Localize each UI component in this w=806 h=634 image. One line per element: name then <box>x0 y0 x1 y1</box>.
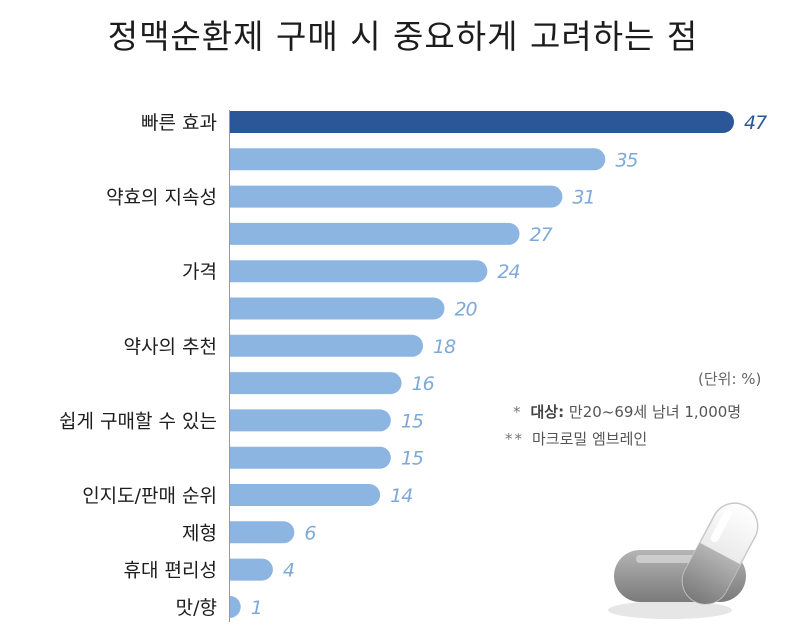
value-label: 35 <box>615 149 638 171</box>
value-label: 16 <box>412 373 435 395</box>
value-label: 18 <box>433 336 456 358</box>
bar <box>230 148 606 171</box>
category-label: 빠른 효과 <box>141 112 217 134</box>
value-label: 24 <box>497 261 519 283</box>
category-label: 가격 <box>182 261 217 283</box>
note-asterisk: * <box>513 403 523 421</box>
value-label: 15 <box>401 448 424 470</box>
bar <box>230 222 520 245</box>
bar <box>230 521 295 544</box>
capsule-icon <box>608 502 759 619</box>
value-label: 31 <box>572 187 594 209</box>
bar <box>230 185 563 208</box>
unit-note: (단위: %) <box>698 370 762 388</box>
value-label: 20 <box>454 299 477 321</box>
bar <box>230 297 445 320</box>
category-label: 휴대 편리성 <box>124 560 217 582</box>
value-label: 6 <box>304 522 316 544</box>
survey-source-value: 마크로밀 엠브레인 <box>532 430 648 448</box>
value-label: 14 <box>390 485 412 507</box>
survey-target-label: 대상: <box>530 403 565 421</box>
category-label: 제형 <box>182 522 217 544</box>
category-label: 약효의 지속성 <box>106 187 217 209</box>
survey-target-note: * 대상: 만20~69세 남녀 1,000명 <box>513 401 741 422</box>
survey-source-note: ** 마크로밀 엠브레인 <box>505 428 647 449</box>
bar <box>230 334 424 357</box>
category-label: 약사의 추천 <box>124 336 217 358</box>
page-title: 정맥순환제 구매 시 중요하게 고려하는 점 <box>107 17 699 56</box>
bar <box>230 558 273 581</box>
bar <box>230 446 391 469</box>
category-label: 맛/향 <box>176 597 217 619</box>
note-double-asterisk: ** <box>505 430 524 448</box>
value-label: 1 <box>251 597 262 619</box>
value-label: 4 <box>283 560 294 582</box>
value-label: 47 <box>744 112 767 134</box>
value-label: 15 <box>401 410 424 432</box>
category-label: 쉽게 구매할 수 있는 <box>59 410 217 432</box>
survey-target-value: 만20~69세 남녀 1,000명 <box>568 403 742 421</box>
value-label: 27 <box>530 224 553 246</box>
category-label: 인지도/판매 순위 <box>82 485 217 507</box>
bar <box>230 409 391 432</box>
bar <box>230 260 488 283</box>
bar <box>229 595 241 618</box>
bar <box>230 484 381 506</box>
bar <box>230 111 734 133</box>
bar <box>230 372 402 395</box>
